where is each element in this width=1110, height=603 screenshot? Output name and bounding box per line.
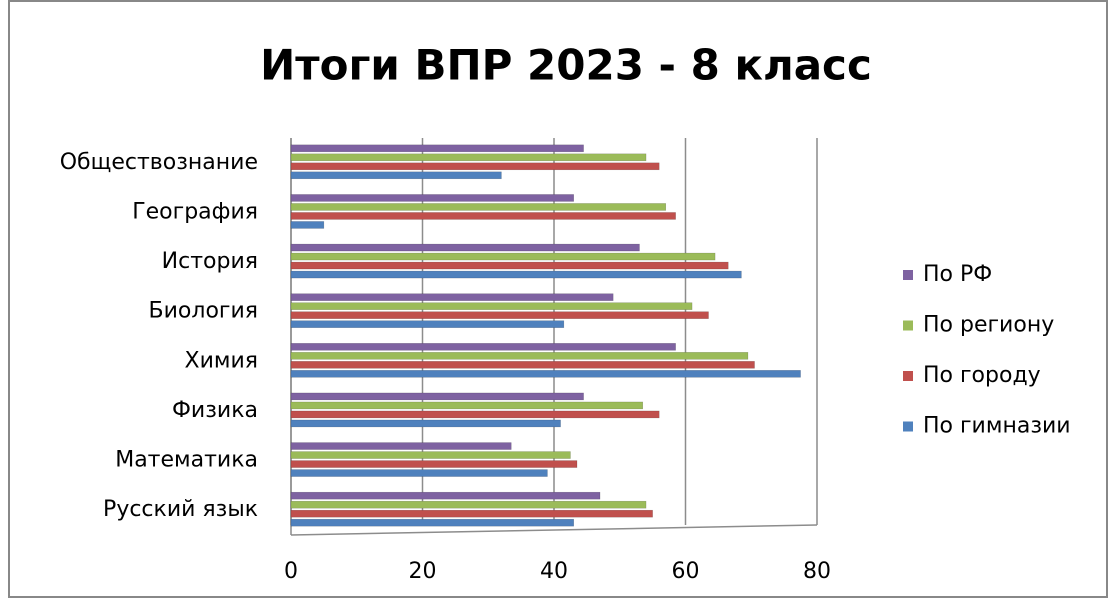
legend-marker: [903, 421, 913, 432]
x-axis: [290, 524, 818, 536]
bar: [290, 491, 601, 500]
legend-label: По гимназии: [923, 414, 1071, 439]
chart-title: Итоги ВПР 2023 - 8 класс: [260, 41, 872, 90]
y-tick-label: Математика: [115, 448, 258, 473]
legend-marker: [903, 320, 913, 331]
x-tick-label: 40: [540, 559, 568, 584]
bar: [290, 343, 676, 351]
legend-label: По РФ: [923, 262, 992, 287]
bar: [290, 311, 709, 319]
bar: [290, 469, 548, 477]
x-tick-label: 80: [803, 559, 831, 584]
bar: [290, 460, 578, 468]
legend-label: По городу: [923, 363, 1041, 388]
bar: [290, 419, 561, 428]
y-tick-label: География: [132, 199, 258, 224]
bar: [290, 500, 647, 509]
legend-marker: [903, 371, 913, 381]
bar: [290, 442, 512, 450]
bar: [290, 392, 584, 401]
bar: [290, 270, 742, 279]
bar: [290, 509, 653, 518]
y-tick-label: История: [162, 249, 258, 274]
bar: [290, 261, 729, 270]
bar: [290, 171, 502, 180]
x-tick-label: 0: [284, 559, 298, 584]
bar: [290, 194, 574, 202]
bar: [290, 162, 660, 171]
bar: [290, 221, 325, 229]
bar: [290, 243, 640, 252]
bar: [290, 302, 693, 310]
bar: [290, 401, 644, 410]
bar: [290, 361, 755, 369]
bar: [290, 410, 660, 419]
bar: [290, 153, 647, 162]
bar: [290, 370, 801, 378]
bar: [290, 212, 676, 220]
bar: [290, 352, 749, 360]
bar: [290, 203, 667, 211]
y-tick-label: Биология: [149, 299, 258, 324]
legend-marker: [903, 270, 913, 280]
bar: [290, 451, 571, 459]
bar: [290, 320, 565, 328]
x-tick-label: 20: [409, 559, 437, 584]
bar: [290, 518, 574, 527]
bar: [290, 252, 716, 261]
y-tick-label: Физика: [172, 398, 258, 423]
x-tick-label: 60: [672, 559, 700, 584]
y-tick-label: Русский язык: [103, 497, 258, 522]
legend-label: По региону: [923, 313, 1054, 338]
bar: [290, 144, 584, 153]
y-tick-label: Обществознание: [60, 150, 258, 175]
y-tick-label: Химия: [185, 348, 259, 373]
bar: [290, 293, 614, 301]
